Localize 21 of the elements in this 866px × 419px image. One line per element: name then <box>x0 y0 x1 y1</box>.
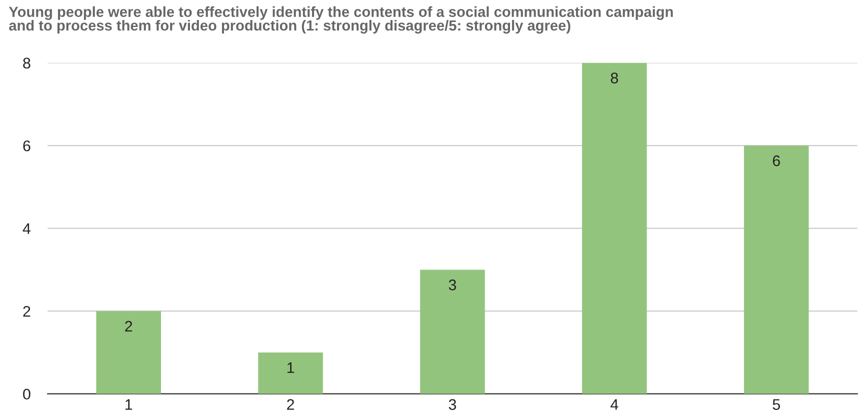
y-tick-label: 0 <box>23 388 30 400</box>
x-tick-label: 4 <box>610 399 618 410</box>
bar <box>96 311 161 394</box>
x-tick-label: 2 <box>287 399 294 410</box>
x-tick-label: 1 <box>126 399 132 410</box>
y-tick-label: 4 <box>22 223 31 234</box>
data-label: 6 <box>772 155 780 166</box>
x-tick-label: 3 <box>448 399 456 410</box>
data-label: 1 <box>287 362 294 373</box>
data-label: 3 <box>448 280 456 290</box>
bar <box>258 352 323 394</box>
y-tick-label: 6 <box>23 140 30 152</box>
y-tick-label: 2 <box>23 306 30 317</box>
bar <box>582 62 647 394</box>
bar <box>744 146 809 394</box>
chart-title: Young people were able to effectively identify the contents of a social communication campaign and to process them for video production (1: strongly disagree/5: strongly agree) <box>8 6 673 34</box>
data-label: 2 <box>125 320 132 332</box>
x-tick-label: 5 <box>772 399 780 410</box>
bar <box>420 270 485 394</box>
data-label: 8 <box>610 72 618 84</box>
y-tick-label: 8 <box>23 58 30 69</box>
